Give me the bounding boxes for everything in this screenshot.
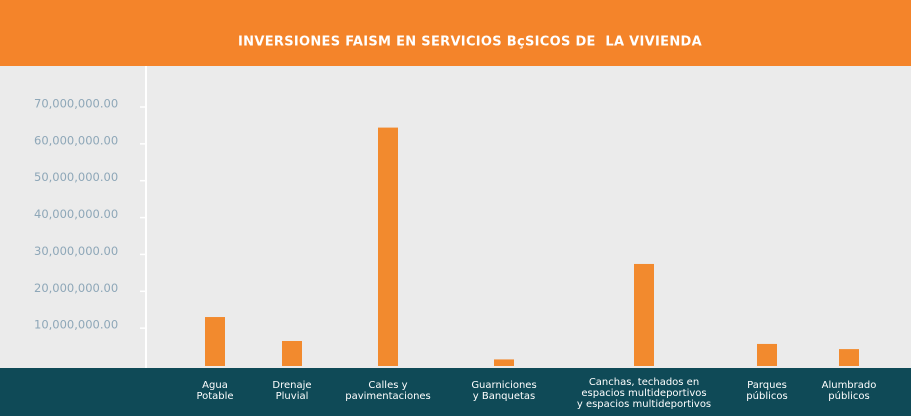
x-tick-label: y Banquetas xyxy=(473,391,536,402)
bar xyxy=(282,340,302,366)
bar xyxy=(757,343,777,366)
y-tick-label: 20,000,000.00 xyxy=(34,281,118,295)
x-tick-label: Alumbrado xyxy=(822,380,877,391)
bar xyxy=(205,317,225,366)
y-tick-label: 60,000,000.00 xyxy=(34,133,118,147)
bar xyxy=(378,127,398,367)
y-tick-label: 10,000,000.00 xyxy=(34,318,118,332)
chart-title: INVERSIONES FAISM EN SERVICIOS BçSICOS D… xyxy=(238,35,702,50)
x-tick-label: espacios multideportivos xyxy=(581,388,706,399)
y-tick-label: 30,000,000.00 xyxy=(34,244,118,258)
x-tick-label: Potable xyxy=(196,391,233,402)
y-tick-label: 40,000,000.00 xyxy=(34,207,118,221)
bar xyxy=(634,263,654,366)
x-tick-label: y espacios multideportivos xyxy=(577,399,711,410)
x-tick-label: Calles y xyxy=(368,380,407,391)
x-tick-label: Agua xyxy=(202,380,228,391)
x-tick-label: Drenaje xyxy=(272,380,311,391)
x-tick-label: públicos xyxy=(746,390,787,402)
x-tick-label: pavimentaciones xyxy=(345,391,431,402)
plot-background xyxy=(0,66,911,368)
x-tick-label: Guarniciones xyxy=(471,380,536,391)
category-band xyxy=(0,368,911,416)
x-tick-label: Pluvial xyxy=(276,391,309,402)
x-tick-label: Canchas, techados en xyxy=(589,377,699,388)
bar xyxy=(839,349,859,366)
header-band xyxy=(0,0,911,66)
bar xyxy=(494,359,514,366)
x-tick-label: públicos xyxy=(828,390,869,402)
y-tick-label: 70,000,000.00 xyxy=(34,97,118,111)
y-tick-label: 50,000,000.00 xyxy=(34,170,118,184)
x-tick-label: Parques xyxy=(747,380,787,391)
